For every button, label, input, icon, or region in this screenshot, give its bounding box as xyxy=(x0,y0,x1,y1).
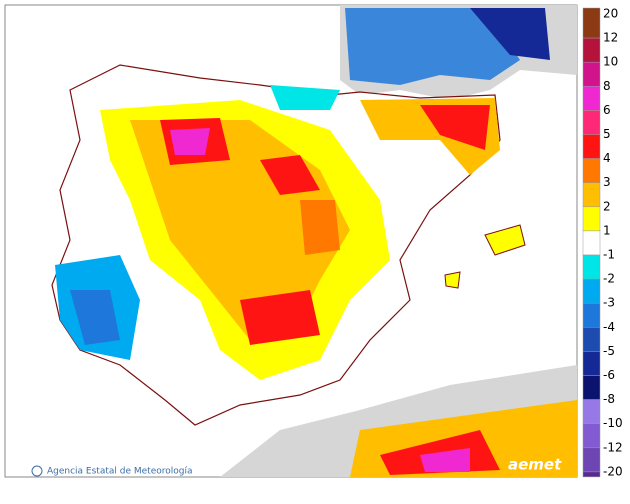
credit-icon xyxy=(31,465,43,477)
legend-label: 5 xyxy=(603,127,611,141)
legend-label: -10 xyxy=(603,416,623,430)
anomaly-france xyxy=(345,8,520,85)
legend-swatch xyxy=(582,182,601,208)
legend-label: 12 xyxy=(603,31,618,45)
credit-text: Agencia Estatal de Meteorología xyxy=(47,467,193,477)
legend-swatch xyxy=(582,423,601,449)
balearics xyxy=(444,271,461,289)
legend-label: -4 xyxy=(603,320,615,334)
anomaly-hot xyxy=(420,105,490,150)
anomaly-hot xyxy=(170,128,210,155)
legend-swatch xyxy=(582,37,601,63)
anomaly-africa xyxy=(420,448,470,472)
legend-label: 8 xyxy=(603,79,611,93)
legend-swatch xyxy=(582,327,601,352)
legend-label: 20 xyxy=(603,7,618,21)
legend-swatch xyxy=(582,61,601,87)
legend: 20 12 10 8 6 5 4 3 2 1 -1 -2 -3 -4 -5 -6 -8 -10 -12 -20 xyxy=(582,7,623,478)
legend-swatch xyxy=(582,134,601,159)
legend-label: -2 xyxy=(603,272,615,286)
legend-swatch xyxy=(582,399,601,424)
legend-swatch xyxy=(582,278,601,304)
legend-label: 2 xyxy=(603,199,611,213)
legend-label: -3 xyxy=(603,296,615,310)
legend-swatch xyxy=(582,254,601,280)
legend-swatch xyxy=(582,230,601,256)
legend-label: 3 xyxy=(603,175,611,189)
anomaly-hot xyxy=(260,155,320,195)
legend-label: -6 xyxy=(603,368,615,382)
logo: aemet xyxy=(508,456,562,474)
legend-label: -8 xyxy=(603,392,615,406)
legend-label: -12 xyxy=(603,440,623,454)
legend-label: 1 xyxy=(603,223,611,237)
legend-swatch xyxy=(582,471,601,478)
legend-label: -1 xyxy=(603,248,615,262)
anomaly-hot xyxy=(300,200,340,255)
anomaly-alps xyxy=(470,8,550,60)
legend-swatch xyxy=(582,351,601,376)
legend-swatch xyxy=(582,447,601,473)
legend-swatch xyxy=(582,375,601,400)
legend-swatch xyxy=(582,302,601,328)
legend-label: -20 xyxy=(603,464,623,478)
balearics xyxy=(484,224,526,256)
legend-label: 6 xyxy=(603,103,611,117)
map xyxy=(4,4,578,478)
legend-swatch xyxy=(582,86,601,111)
credit: Agencia Estatal de Meteorología aemet xyxy=(31,456,562,477)
legend-swatch xyxy=(582,206,601,232)
anomaly-cool xyxy=(70,290,120,345)
legend-label: 4 xyxy=(603,151,611,165)
legend-swatch xyxy=(582,7,601,39)
anomaly-hot xyxy=(240,290,320,345)
legend-label: 10 xyxy=(603,55,618,69)
legend-swatch xyxy=(582,110,601,135)
legend-swatch xyxy=(582,158,601,183)
anomaly-cool xyxy=(270,85,340,110)
legend-label: -5 xyxy=(603,344,615,358)
